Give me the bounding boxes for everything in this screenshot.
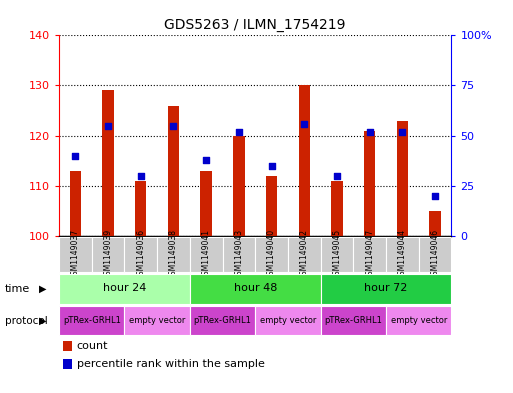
FancyBboxPatch shape bbox=[321, 274, 451, 304]
Point bbox=[104, 122, 112, 129]
Text: GSM1149041: GSM1149041 bbox=[202, 229, 211, 280]
Text: empty vector: empty vector bbox=[260, 316, 316, 325]
FancyBboxPatch shape bbox=[124, 306, 190, 335]
Text: GSM1149038: GSM1149038 bbox=[169, 229, 178, 280]
FancyBboxPatch shape bbox=[124, 237, 157, 272]
Text: GSM1149047: GSM1149047 bbox=[365, 229, 374, 280]
Text: pTRex-GRHL1: pTRex-GRHL1 bbox=[324, 316, 382, 325]
Text: count: count bbox=[76, 341, 108, 351]
Point bbox=[333, 173, 341, 179]
Title: GDS5263 / ILMN_1754219: GDS5263 / ILMN_1754219 bbox=[165, 18, 346, 31]
Point bbox=[235, 129, 243, 135]
Text: empty vector: empty vector bbox=[390, 316, 447, 325]
Point bbox=[136, 173, 145, 179]
Point bbox=[431, 193, 439, 199]
Text: pTRex-GRHL1: pTRex-GRHL1 bbox=[193, 316, 251, 325]
FancyBboxPatch shape bbox=[190, 237, 223, 272]
FancyBboxPatch shape bbox=[59, 274, 190, 304]
Text: empty vector: empty vector bbox=[129, 316, 185, 325]
Point bbox=[169, 122, 177, 129]
Bar bbox=[63, 358, 71, 369]
Text: GSM1149044: GSM1149044 bbox=[398, 229, 407, 280]
Point bbox=[398, 129, 406, 135]
FancyBboxPatch shape bbox=[157, 237, 190, 272]
Text: GSM1149046: GSM1149046 bbox=[430, 229, 440, 280]
Text: GSM1149036: GSM1149036 bbox=[136, 229, 145, 280]
Text: protocol: protocol bbox=[5, 316, 48, 326]
Text: GSM1149039: GSM1149039 bbox=[104, 229, 112, 280]
Text: hour 48: hour 48 bbox=[233, 283, 277, 293]
Text: pTRex-GRHL1: pTRex-GRHL1 bbox=[63, 316, 121, 325]
Text: GSM1149043: GSM1149043 bbox=[234, 229, 243, 280]
Bar bbox=[429, 211, 441, 236]
Text: hour 24: hour 24 bbox=[103, 283, 146, 293]
FancyBboxPatch shape bbox=[353, 237, 386, 272]
Text: GSM1149037: GSM1149037 bbox=[71, 229, 80, 280]
Bar bbox=[135, 181, 147, 236]
Text: time: time bbox=[5, 284, 30, 294]
Point bbox=[366, 129, 374, 135]
Text: ▶: ▶ bbox=[38, 284, 46, 294]
FancyBboxPatch shape bbox=[419, 237, 451, 272]
Bar bbox=[397, 121, 408, 236]
FancyBboxPatch shape bbox=[321, 237, 353, 272]
Point bbox=[267, 162, 275, 169]
FancyBboxPatch shape bbox=[223, 237, 255, 272]
FancyBboxPatch shape bbox=[386, 237, 419, 272]
Point bbox=[71, 152, 80, 159]
Bar bbox=[70, 171, 81, 236]
Bar bbox=[331, 181, 343, 236]
Bar bbox=[364, 130, 376, 236]
Point bbox=[300, 120, 308, 127]
Text: percentile rank within the sample: percentile rank within the sample bbox=[76, 358, 265, 369]
FancyBboxPatch shape bbox=[190, 274, 321, 304]
FancyBboxPatch shape bbox=[59, 306, 124, 335]
Text: ▶: ▶ bbox=[38, 316, 46, 326]
FancyBboxPatch shape bbox=[92, 237, 124, 272]
Bar bbox=[168, 105, 179, 236]
FancyBboxPatch shape bbox=[386, 306, 451, 335]
Text: GSM1149042: GSM1149042 bbox=[300, 229, 309, 280]
FancyBboxPatch shape bbox=[321, 306, 386, 335]
Bar bbox=[201, 171, 212, 236]
FancyBboxPatch shape bbox=[288, 237, 321, 272]
Point bbox=[202, 156, 210, 163]
Bar bbox=[233, 136, 245, 236]
Bar bbox=[266, 176, 278, 236]
FancyBboxPatch shape bbox=[255, 237, 288, 272]
FancyBboxPatch shape bbox=[59, 237, 92, 272]
Bar bbox=[299, 85, 310, 236]
Bar bbox=[63, 341, 71, 351]
FancyBboxPatch shape bbox=[190, 306, 255, 335]
Text: GSM1149045: GSM1149045 bbox=[332, 229, 342, 280]
Text: hour 72: hour 72 bbox=[364, 283, 408, 293]
Text: GSM1149040: GSM1149040 bbox=[267, 229, 276, 280]
FancyBboxPatch shape bbox=[255, 306, 321, 335]
Bar bbox=[102, 90, 114, 236]
